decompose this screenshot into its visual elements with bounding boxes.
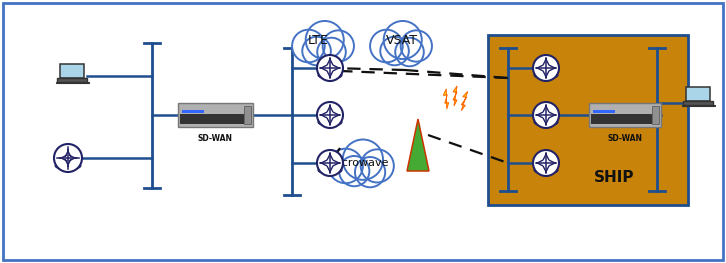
Text: SD-WAN: SD-WAN [197,134,232,143]
Circle shape [317,55,343,81]
Circle shape [306,21,343,59]
Circle shape [302,37,331,65]
FancyBboxPatch shape [589,103,661,127]
Circle shape [317,150,343,176]
FancyBboxPatch shape [652,106,659,124]
Text: LTE: LTE [308,33,328,47]
Ellipse shape [318,72,342,79]
Circle shape [533,55,559,81]
Circle shape [370,30,403,62]
FancyBboxPatch shape [337,165,383,178]
Polygon shape [407,119,429,171]
Polygon shape [453,86,457,106]
Circle shape [395,38,424,66]
FancyBboxPatch shape [682,104,714,106]
Circle shape [339,156,370,186]
FancyBboxPatch shape [179,114,250,124]
Ellipse shape [534,166,558,174]
FancyBboxPatch shape [591,114,659,124]
Circle shape [54,144,82,172]
FancyBboxPatch shape [243,106,250,124]
Circle shape [383,21,422,59]
Ellipse shape [534,72,558,79]
Circle shape [292,30,325,62]
FancyBboxPatch shape [182,110,204,113]
FancyBboxPatch shape [60,64,84,78]
FancyBboxPatch shape [301,45,343,58]
Ellipse shape [318,166,342,174]
Text: SHIP: SHIP [594,170,635,185]
FancyBboxPatch shape [488,35,688,205]
Circle shape [401,30,432,62]
Circle shape [533,150,559,176]
Ellipse shape [318,119,342,126]
Circle shape [343,139,383,180]
Polygon shape [461,92,468,111]
FancyBboxPatch shape [57,78,87,82]
Circle shape [317,102,343,128]
Text: SD-WAN: SD-WAN [608,134,643,143]
Polygon shape [444,89,449,109]
FancyBboxPatch shape [177,103,253,127]
FancyBboxPatch shape [3,3,723,260]
Ellipse shape [534,119,558,126]
Circle shape [322,30,354,62]
FancyBboxPatch shape [683,100,713,105]
Circle shape [380,37,409,65]
FancyBboxPatch shape [593,110,615,113]
Circle shape [361,149,393,183]
Text: VSAT: VSAT [386,33,418,47]
FancyBboxPatch shape [378,45,422,58]
Ellipse shape [55,162,81,170]
Circle shape [328,149,363,183]
Circle shape [533,102,559,128]
Circle shape [355,157,386,187]
FancyBboxPatch shape [55,82,89,83]
Text: Microwave: Microwave [330,158,390,168]
FancyBboxPatch shape [685,87,710,100]
Circle shape [317,38,346,66]
